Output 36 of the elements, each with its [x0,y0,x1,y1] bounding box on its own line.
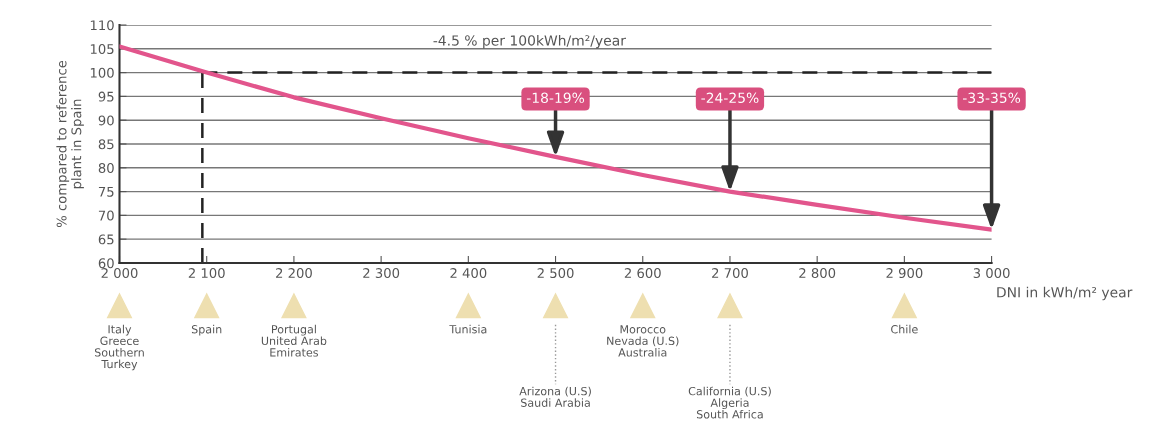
x-tick-label: 3 000 [973,268,1010,279]
annotation: -18-19% [526,92,585,104]
text: Chile [891,324,918,334]
text: Portugal United Arab Emirates [261,324,327,357]
x-tick-label: 2 500 [537,268,574,279]
y-tick-label: 85 [98,139,114,150]
x-tick-label: 2 800 [799,268,836,279]
x-tick-label: 2 700 [712,268,748,279]
x-tick-label: 2 100 [188,268,225,279]
text: Arizona (U.S) Saudi Arabia [519,386,591,407]
annotation: -4.5 % per 100kWh/m²/year [433,34,626,49]
y-tick-label: 110 [90,20,114,31]
annotation: -24-25% [701,92,759,104]
annotation: -33-35% [962,92,1021,104]
text: Spain [191,324,222,336]
x-tick-label: 2 300 [363,268,400,279]
x-tick-label: 2 200 [275,268,312,279]
text: Tunisia [449,324,487,334]
x-tick-label: 2 600 [624,268,661,279]
y-axis-title: % compared to reference plant in Spain [56,60,84,228]
text: California (U.S) Algeria South Africa [688,386,771,419]
x-tick-label: 2 400 [450,268,487,279]
text: Morocco Nevada (U.S) Australia [607,325,679,357]
x-tick-label: 2 900 [886,268,923,279]
y-tick-label: 65 [98,234,114,245]
y-tick-label: 70 [98,210,114,221]
y-tick-label: 105 [90,44,114,55]
text: Italy Greece Southern Turkey [94,324,144,371]
y-tick-label: 60 [98,258,114,269]
x-tick-label: 2 000 [101,268,138,279]
x-axis-title: DNI in kWh/m² year [997,286,1133,301]
y-tick-label: 75 [98,186,114,197]
y-tick-label: 90 [98,115,114,126]
y-tick-label: 95 [98,91,114,102]
y-tick-label: 100 [90,67,114,78]
y-tick-label: 80 [98,163,114,173]
